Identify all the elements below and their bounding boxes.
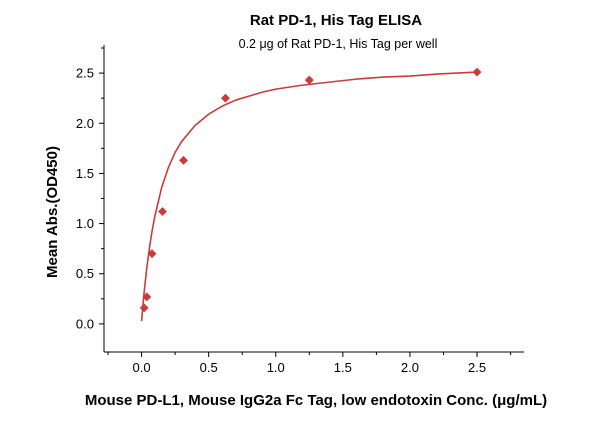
data-point-marker bbox=[142, 292, 152, 302]
y-tick-label: 2.0 bbox=[76, 116, 94, 131]
y-axis-title: Mean Abs.(OD450) bbox=[44, 146, 61, 278]
data-points-layer bbox=[139, 67, 482, 313]
chart-subtitle: 0.2 μg of Rat PD-1, His Tag per well bbox=[239, 37, 438, 51]
data-point-marker bbox=[472, 67, 482, 77]
y-tick-label: 2.5 bbox=[76, 66, 94, 81]
chart-title: Rat PD-1, His Tag ELISA bbox=[250, 12, 422, 29]
x-axis-title: Mouse PD-L1, Mouse IgG2a Fc Tag, low end… bbox=[85, 392, 547, 409]
x-tick-label: 1.0 bbox=[267, 360, 285, 375]
x-tick-label: 2.0 bbox=[401, 360, 419, 375]
x-tick-label: 0.0 bbox=[133, 360, 151, 375]
y-tick-label: 0.0 bbox=[76, 316, 94, 331]
y-tick-label: 1.0 bbox=[76, 216, 94, 231]
data-point-marker bbox=[157, 206, 168, 217]
x-tick-label: 0.5 bbox=[200, 360, 218, 375]
x-tick-label: 2.5 bbox=[468, 360, 486, 375]
y-tick-label: 0.5 bbox=[76, 266, 94, 281]
fit-curve-layer bbox=[140, 71, 478, 321]
data-point-marker bbox=[147, 249, 157, 259]
x-tick-label: 1.5 bbox=[334, 360, 352, 375]
data-point-marker bbox=[178, 155, 189, 165]
data-point-marker bbox=[220, 93, 230, 103]
y-tick-label: 1.5 bbox=[76, 166, 94, 181]
fit-curve bbox=[140, 71, 478, 321]
data-point-marker bbox=[304, 75, 314, 85]
axes bbox=[103, 45, 524, 353]
data-point-marker bbox=[139, 303, 149, 313]
axis-ticks: 0.0 0.5 1.0 1.5 2.0 2.5 0.0 0.5 1.0 1.5 2.0 2.5 bbox=[76, 47, 512, 375]
